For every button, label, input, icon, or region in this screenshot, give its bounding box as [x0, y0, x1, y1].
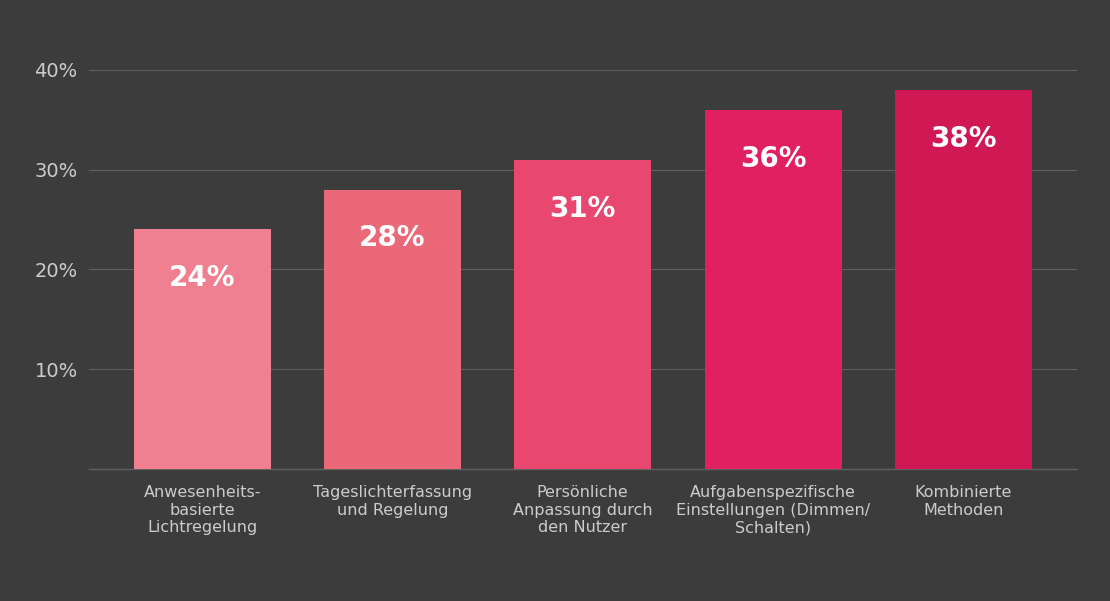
Text: 28%: 28% — [360, 225, 426, 252]
Text: 38%: 38% — [930, 125, 997, 153]
Bar — [705, 110, 841, 469]
Text: 24%: 24% — [169, 264, 235, 292]
Bar — [895, 90, 1032, 469]
Bar — [133, 230, 271, 469]
Text: 36%: 36% — [739, 145, 806, 172]
Text: 31%: 31% — [549, 195, 616, 222]
Bar — [514, 160, 652, 469]
Bar — [324, 189, 461, 469]
